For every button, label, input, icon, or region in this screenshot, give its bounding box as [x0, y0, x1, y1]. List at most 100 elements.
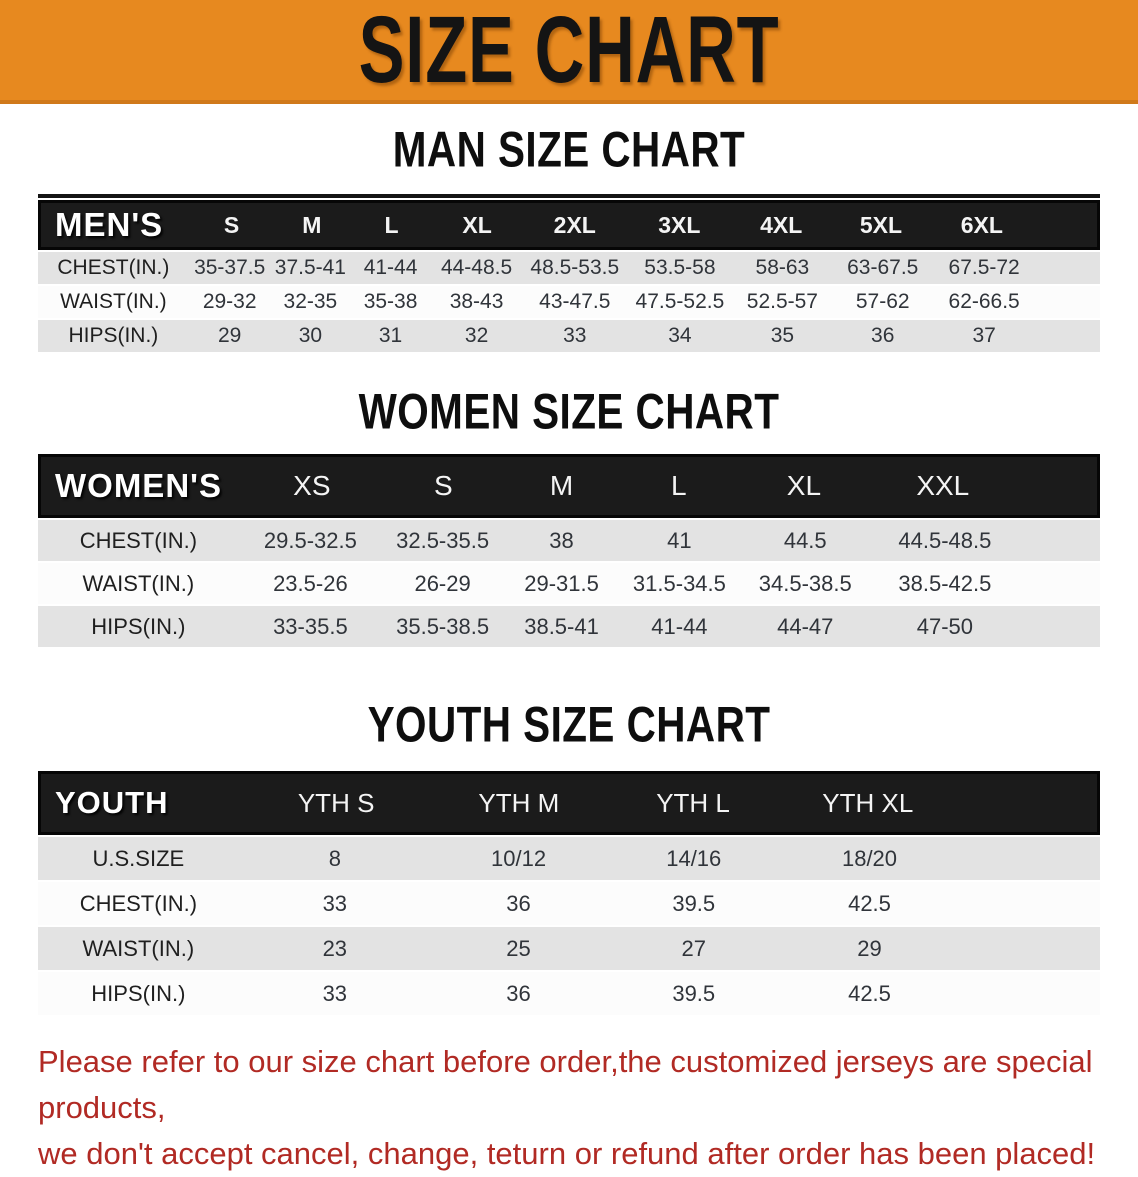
size-cell: 29-31.5: [524, 570, 599, 596]
table-row: WAIST(IN.) 29-32 32-35 35-38 38-43 43-47.5 47.…: [38, 286, 1100, 318]
size-cell: 14/16: [666, 845, 722, 871]
size-cell: 44.5-48.5: [898, 527, 992, 553]
size-cell: 37: [972, 324, 996, 347]
size-cell: 47-50: [916, 613, 974, 639]
table-header-row: YOUTH YTH S YTH M YTH L YTH XL: [38, 771, 1100, 835]
column-header: S: [433, 470, 453, 501]
men-section-title: MAN SIZE CHART: [392, 120, 746, 178]
size-cell: 30: [298, 324, 323, 347]
size-cell: 10/12: [491, 845, 547, 871]
row-label: HIPS(IN.): [91, 980, 186, 1006]
size-cell: 41-44: [651, 613, 708, 639]
table-header-label: YOUTH: [55, 785, 169, 820]
women-size-table: WOMEN'S XS S M L XL XXL CHEST(IN.) 29.5-32.5 32.5…: [38, 454, 1100, 647]
column-header: XL: [462, 211, 492, 238]
size-cell: 39.5: [672, 980, 716, 1006]
footer-notice: Please refer to our size chart before or…: [0, 1039, 1138, 1177]
column-header: YTH XL: [822, 787, 914, 818]
table-row: U.S.SIZE 8 10/12 14/16 18/20: [38, 837, 1100, 880]
size-cell: 36: [506, 980, 531, 1006]
column-header: YTH L: [656, 787, 730, 818]
row-label: WAIST(IN.): [60, 290, 167, 313]
size-cell: 31.5-34.5: [632, 570, 726, 596]
size-cell: 34: [668, 324, 692, 347]
footer-notice-line2: we don't accept cancel, change, teturn o…: [38, 1136, 1096, 1171]
table-header-label: MEN'S: [55, 206, 164, 243]
row-label: CHEST(IN.): [79, 890, 198, 916]
size-cell: 27: [681, 935, 706, 961]
table-row: CHEST(IN.) 29.5-32.5 32.5-35.5 38 41 44.5 44.5…: [38, 520, 1100, 561]
size-cell: 38-43: [449, 290, 504, 313]
row-label: CHEST(IN.): [79, 527, 198, 553]
size-cell: 18/20: [841, 845, 898, 871]
size-cell: 38: [549, 527, 574, 553]
column-header: M: [302, 211, 322, 238]
women-section-title: WOMEN SIZE CHART: [358, 382, 780, 440]
footer-notice-line1: Please refer to our size chart before or…: [38, 1044, 1093, 1125]
table-header-row: WOMEN'S XS S M L XL XXL: [38, 454, 1100, 518]
size-cell: 44.5: [783, 527, 827, 553]
size-cell: 41-44: [363, 256, 418, 279]
column-header: S: [223, 211, 240, 238]
column-header: M: [549, 470, 574, 501]
size-cell: 34.5-38.5: [758, 570, 852, 596]
column-header: 6XL: [960, 211, 1003, 238]
size-cell: 41: [667, 527, 692, 553]
size-cell: 32: [464, 324, 489, 347]
size-cell: 63-67.5: [847, 256, 919, 279]
size-cell: 39.5: [672, 890, 716, 916]
column-header: L: [671, 470, 687, 501]
size-cell: 29: [857, 935, 882, 961]
youth-section-title: YOUTH SIZE CHART: [367, 695, 771, 753]
size-cell: 62-66.5: [948, 290, 1020, 313]
column-header: YTH S: [297, 787, 375, 818]
table-row: HIPS(IN.) 29 30 31 32 33 34 35 36 37: [38, 320, 1100, 352]
row-label: WAIST(IN.): [82, 570, 195, 596]
size-cell: 43-47.5: [539, 290, 611, 313]
size-cell: 44-47: [777, 613, 834, 639]
size-cell: 35: [770, 324, 795, 347]
size-cell: 32.5-35.5: [396, 527, 490, 553]
size-chart-banner: SIZE CHART: [0, 0, 1138, 104]
column-header: L: [384, 211, 399, 238]
row-label: HIPS(IN.): [91, 613, 186, 639]
size-cell: 37.5-41: [274, 256, 346, 279]
table-header-label: WOMEN'S: [55, 467, 223, 504]
size-cell: 33-35.5: [273, 613, 348, 639]
size-cell: 26-29: [414, 570, 471, 596]
size-cell: 8: [328, 845, 341, 871]
size-cell: 29-32: [202, 290, 257, 313]
size-cell: 35.5-38.5: [396, 613, 490, 639]
size-cell: 67.5-72: [948, 256, 1020, 279]
men-size-table: MEN'S S M L XL 2XL 3XL 4XL 5XL 6XL CHEST(IN.) 35-37…: [38, 194, 1100, 352]
column-header: 2XL: [553, 211, 596, 238]
table-row: HIPS(IN.) 33 36 39.5 42.5: [38, 972, 1100, 1015]
size-cell: 38.5-42.5: [898, 570, 992, 596]
banner-title: SIZE CHART: [358, 0, 780, 103]
row-label: U.S.SIZE: [92, 845, 185, 871]
size-cell: 35-38: [363, 290, 418, 313]
size-cell: 47.5-52.5: [635, 290, 725, 313]
size-cell: 32-35: [283, 290, 338, 313]
size-cell: 52.5-57: [746, 290, 818, 313]
row-label: CHEST(IN.): [57, 256, 170, 279]
size-cell: 29: [218, 324, 242, 347]
size-cell: 36: [871, 324, 895, 347]
size-cell: 44-48.5: [440, 256, 513, 279]
table-row: HIPS(IN.) 33-35.5 35.5-38.5 38.5-41 41-44 44-…: [38, 606, 1100, 647]
table-row: CHEST(IN.) 33 36 39.5 42.5: [38, 882, 1100, 925]
size-cell: 58-63: [755, 256, 810, 279]
size-cell: 33: [563, 324, 587, 347]
table-row: WAIST(IN.) 23 25 27 29: [38, 927, 1100, 970]
size-cell: 35-37.5: [194, 256, 266, 279]
size-cell: 38.5-41: [524, 613, 599, 639]
row-label: WAIST(IN.): [82, 935, 195, 961]
row-label: HIPS(IN.): [68, 324, 159, 347]
column-header: 4XL: [760, 211, 803, 238]
column-header: XL: [786, 470, 822, 501]
column-header: 5XL: [859, 211, 903, 238]
table-row: CHEST(IN.) 35-37.5 37.5-41 41-44 44-48.5 48.5…: [38, 252, 1100, 284]
column-header: XXL: [916, 470, 970, 501]
size-cell: 57-62: [855, 290, 910, 313]
size-cell: 48.5-53.5: [530, 256, 620, 279]
